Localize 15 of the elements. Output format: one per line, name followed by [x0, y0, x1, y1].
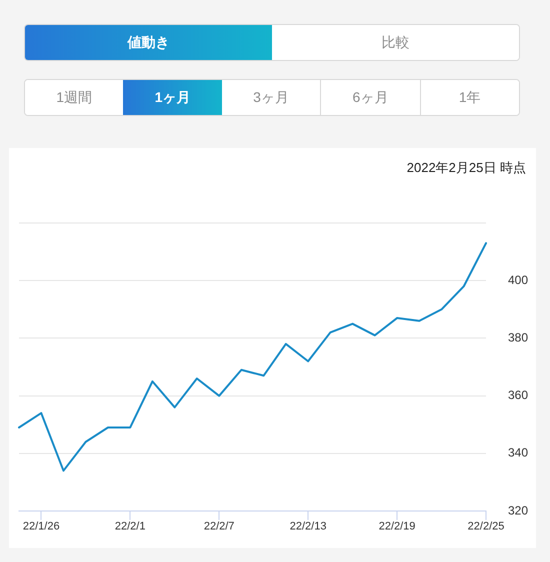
x-tick-label: 22/2/25: [468, 520, 504, 533]
y-tick-label: 340: [508, 446, 528, 460]
tab-button: 1年: [420, 80, 519, 115]
y-tick-label: 320: [508, 503, 528, 518]
tab-button: 値動き: [25, 25, 272, 60]
y-tick-label: 380: [508, 330, 528, 345]
y-tick-label: 360: [508, 388, 528, 402]
text: 2022年2月25日 時点: [406, 159, 526, 177]
x-tick-label: 22/2/7: [204, 520, 234, 533]
tab-button: 1ヶ月: [123, 80, 222, 115]
x-tick-label: 22/2/1: [114, 520, 146, 533]
x-tick-label: 22/2/19: [378, 520, 416, 533]
x-tick-label: 22/2/13: [290, 520, 326, 533]
y-tick-label: 400: [508, 272, 528, 287]
x-tick-label: 22/1/26: [22, 520, 60, 533]
